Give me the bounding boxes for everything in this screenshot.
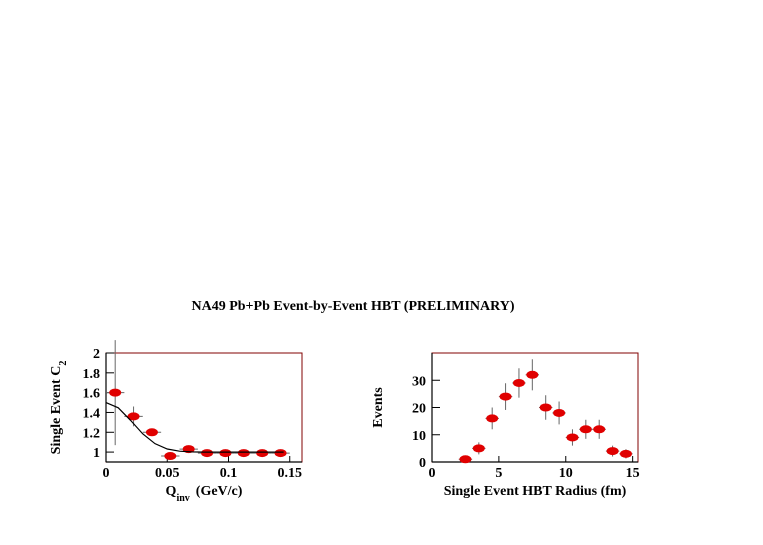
- data-point: [539, 403, 552, 412]
- y-tick-label: 30: [412, 374, 426, 389]
- x-axis-label-part: Q: [166, 484, 177, 499]
- plot-frame: [431, 352, 639, 463]
- y-axis-label: Events: [371, 387, 386, 428]
- y-tick-label: 2: [93, 347, 100, 362]
- data-point: [512, 378, 525, 387]
- x-tick-label: 0.15: [278, 466, 303, 481]
- y-tick-label: 1.2: [83, 426, 101, 441]
- figure-title: NA49 Pb+Pb Event-by-Event HBT (PRELIMINA…: [191, 299, 514, 314]
- y-tick-label: 10: [412, 429, 426, 444]
- data-point: [274, 449, 287, 458]
- data-point: [526, 370, 539, 379]
- x-axis-label-part: Single Event HBT Radius (fm): [444, 484, 627, 499]
- y-tick-label: 1.8: [83, 367, 101, 382]
- data-point: [237, 449, 250, 458]
- data-point: [127, 412, 140, 421]
- x-tick-label: 0.05: [155, 466, 180, 481]
- data-point: [553, 408, 566, 417]
- y-tick-label: 20: [412, 402, 426, 417]
- data-point: [486, 414, 499, 423]
- x-tick-label: 15: [626, 466, 640, 481]
- data-point: [109, 388, 122, 397]
- data-point: [256, 449, 269, 458]
- y-axis-label-part: 2: [58, 361, 69, 366]
- x-tick-label: 0: [429, 466, 436, 481]
- y-tick-label: 1.6: [83, 387, 101, 402]
- y-axis-label-part: Events: [371, 387, 386, 428]
- data-point: [579, 425, 592, 434]
- y-tick-label: 1: [93, 446, 100, 461]
- data-point: [201, 449, 214, 458]
- x-tick-label: 0: [103, 466, 110, 481]
- data-point: [219, 449, 232, 458]
- x-axis-label-part: (GeV/c): [196, 484, 243, 499]
- data-point: [619, 449, 632, 458]
- data-point: [606, 447, 619, 456]
- x-axis-label: Single Event HBT Radius (fm): [444, 484, 627, 499]
- x-axis-label: Qinv (GeV/c): [166, 484, 243, 504]
- y-axis-label-part: Single Event C: [49, 366, 64, 455]
- data-point: [593, 425, 606, 434]
- y-tick-label: 1.4: [83, 406, 101, 421]
- data-point: [499, 392, 512, 401]
- x-tick-label: 5: [495, 466, 502, 481]
- data-point: [459, 455, 472, 464]
- plot-frame: [105, 352, 303, 463]
- x-tick-label: 10: [559, 466, 573, 481]
- y-axis-label: Single Event C2: [49, 361, 69, 455]
- data-point: [164, 452, 177, 461]
- data-point: [145, 428, 158, 437]
- data-point: [566, 433, 579, 442]
- fit-curve: [105, 401, 284, 453]
- y-tick-label: 0: [419, 456, 426, 471]
- x-tick-label: 0.1: [220, 466, 238, 481]
- data-point: [472, 444, 485, 453]
- x-axis-label-part: inv: [176, 493, 189, 504]
